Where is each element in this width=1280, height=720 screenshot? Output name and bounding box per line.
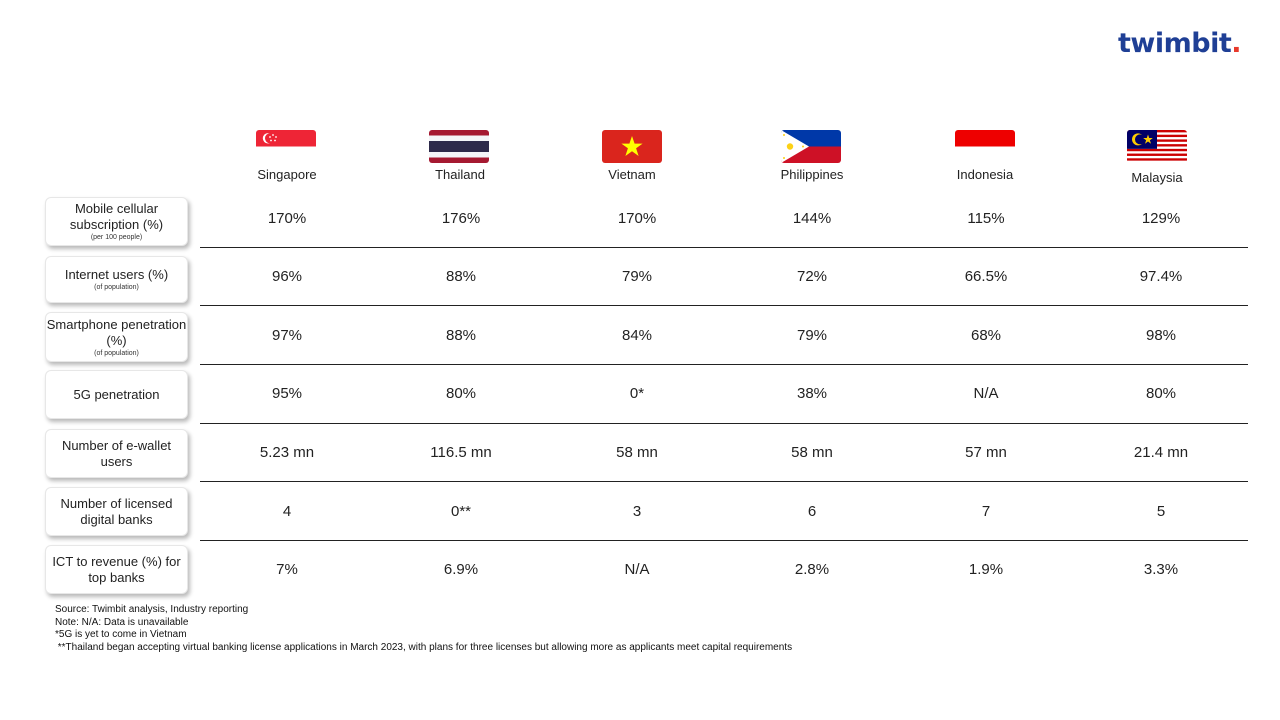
table-cell: 88% [445,268,477,285]
row-divider [200,423,1248,424]
row-divider [200,540,1248,541]
table-cell: 66.5% [964,268,1008,285]
table-cell: 5 [1156,503,1166,520]
table-cell: 6 [807,503,817,520]
table-cell: 3 [632,503,642,520]
table-cell: 115% [967,210,1005,227]
table-cell: 58 mn [791,444,833,461]
row-label-subtext: (of population) [94,349,139,357]
row-divider [200,481,1248,482]
row-label-text: 5G penetration [73,386,160,402]
row-label-5g-penetration: 5G penetration [45,370,188,419]
table-cell: 21.4 mn [1133,444,1189,461]
table-cell: 170% [267,210,307,227]
table-cell: 72% [796,268,828,285]
table-cell: 97% [271,327,303,344]
vietnam-flag-icon [602,130,662,163]
table-cell: 58 mn [616,444,658,461]
source-note: Source: Twimbit analysis, Industry repor… [55,604,249,615]
table-cell: 176% [441,210,481,227]
table-cell: 6.9% [443,561,479,578]
table-cell: 116.5 mn [430,444,492,461]
table-cell: 0* [629,385,645,402]
row-divider [200,247,1248,248]
table-cell: 88% [445,327,477,344]
thailand-license-note: **Thailand began accepting virtual banki… [55,641,793,653]
row-label-digital-banks: Number of licensed digital banks [45,487,188,536]
table-cell: 7 [981,503,991,520]
row-label-text: Number of licensed digital banks [60,495,173,527]
row-label-ict-revenue: ICT to revenue (%) for top banks [45,545,188,594]
table-cell: 68% [970,327,1002,344]
table-cell: 0** [450,503,472,520]
country-label-vietnam: Vietnam [608,167,656,182]
table-cell: 129% [1141,210,1181,227]
na-note: Note: N/A: Data is unavailable [55,616,189,628]
table-cell: 84% [621,327,653,344]
table-cell: 97.4% [1139,268,1183,285]
table-cell: 3.3% [1143,561,1179,578]
indonesia-flag-icon [955,130,1015,163]
country-label-indonesia: Indonesia [956,167,1014,182]
row-label-text: ICT to revenue (%) for top banks [52,553,181,585]
row-divider [200,364,1248,365]
table-cell: 1.9% [968,561,1004,578]
table-cell: 80% [1145,385,1177,402]
table-cell: N/A [973,385,999,402]
singapore-flag-icon [256,130,316,163]
country-label-thailand: Thailand [435,167,485,182]
table-cell: 5.23 mn [259,444,315,461]
table-cell: 4 [282,503,292,520]
table-cell: 144% [792,210,832,227]
table-cell: N/A [624,561,650,578]
row-label-text: Internet users (%) [64,267,169,282]
row-label-smartphone-penetration: Smartphone penetration (%) (of populatio… [45,312,188,362]
table-cell: 2.8% [794,561,830,578]
row-label-subtext: (of population) [94,284,139,291]
malaysia-flag-icon [1127,130,1187,163]
philippines-flag-icon [781,130,841,163]
row-label-subtext: (per 100 people) [90,234,143,241]
table-cell: 95% [271,385,303,402]
twimbit-logo: twimbit. [1118,28,1241,59]
thailand-flag-icon [429,130,489,163]
table-cell: 80% [445,385,477,402]
table-cell: 170% [617,210,657,227]
country-label-malaysia: Malaysia [1131,170,1183,185]
country-label-singapore: Singapore [257,167,317,182]
table-cell: 7% [276,561,298,578]
row-label-text: Smartphone penetration (%) [46,316,187,348]
table-cell: 79% [621,268,653,285]
row-label-text: Number of e-wallet users [61,437,172,469]
table-cell: 57 mn [965,444,1007,461]
row-label-internet-users: Internet users (%) (of population) [45,256,188,303]
table-cell: 38% [796,385,828,402]
row-label-ewallet-users: Number of e-wallet users [45,429,188,478]
table-cell: 96% [271,268,303,285]
row-label-mobile-subscription: Mobile cellular subscription (%) (per 10… [45,197,188,246]
vietnam-5g-note: *5G is yet to come in Vietnam [55,629,187,640]
row-label-text: Mobile cellular subscription (%) [69,201,164,232]
table-cell: 98% [1145,327,1177,344]
country-label-philippines: Philippines [780,167,844,182]
row-divider [200,305,1248,306]
table-cell: 79% [796,327,828,344]
footnotes: Source: Twimbit analysis, Industry repor… [55,604,792,654]
